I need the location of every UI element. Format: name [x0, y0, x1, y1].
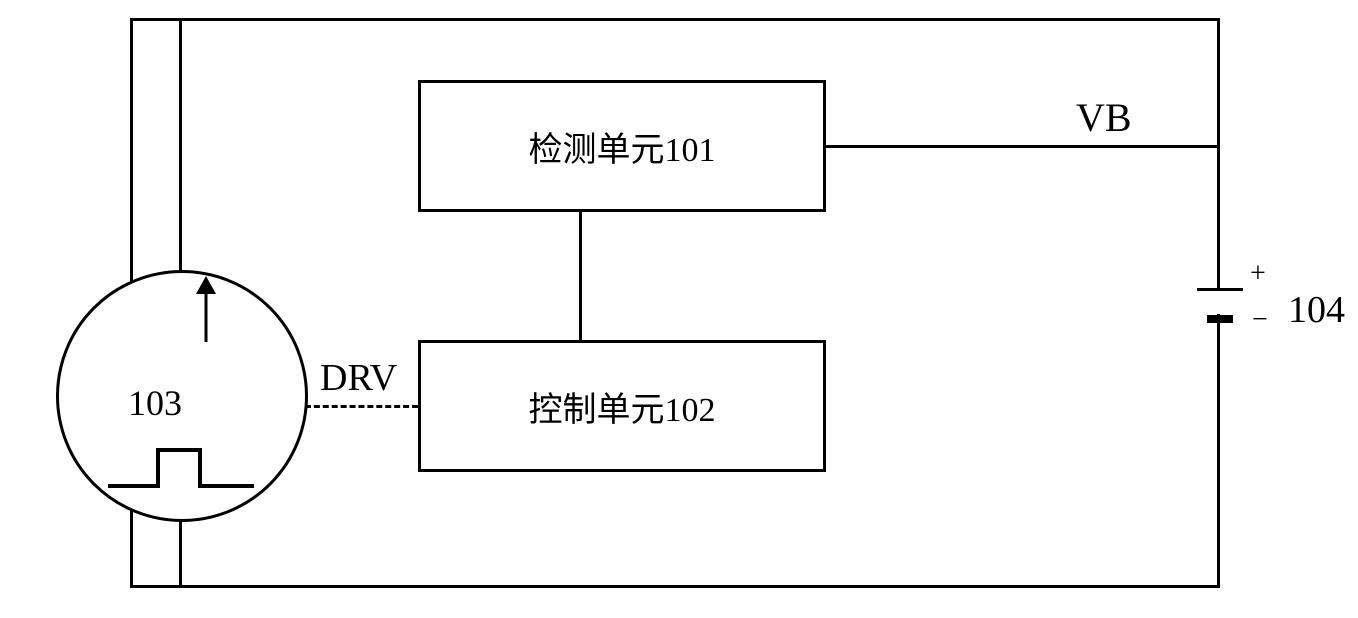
pulse-waveform-icon: [108, 446, 254, 490]
wire-battery-connector: [1217, 323, 1220, 363]
wire-detect-to-vb: [826, 145, 1219, 148]
label-vb: VB: [1076, 94, 1132, 141]
control-unit-label: 控制单元102: [529, 382, 716, 431]
battery-gap: [1210, 290, 1228, 314]
control-unit: 控制单元102: [418, 340, 826, 472]
battery-plus-icon: +: [1250, 258, 1266, 290]
wire-circle-bottom: [179, 520, 182, 586]
wire-circle-top: [179, 21, 182, 273]
battery-negative-plate: [1207, 315, 1233, 323]
arrow-up-icon: [194, 276, 218, 342]
label-drv: DRV: [320, 356, 397, 400]
detection-unit: 检测单元101: [418, 80, 826, 212]
wire-vb-down: [1217, 21, 1220, 288]
label-103: 103: [128, 382, 182, 424]
battery-positive-plate-redraw: [1197, 288, 1243, 291]
wire-battery-down: [1217, 360, 1220, 586]
detection-unit-label: 检测单元101: [529, 122, 716, 171]
battery-minus-icon: −: [1252, 304, 1268, 336]
wire-drv-dashed: [296, 405, 418, 408]
label-104: 104: [1288, 288, 1345, 332]
wire-detect-to-control: [579, 212, 582, 340]
